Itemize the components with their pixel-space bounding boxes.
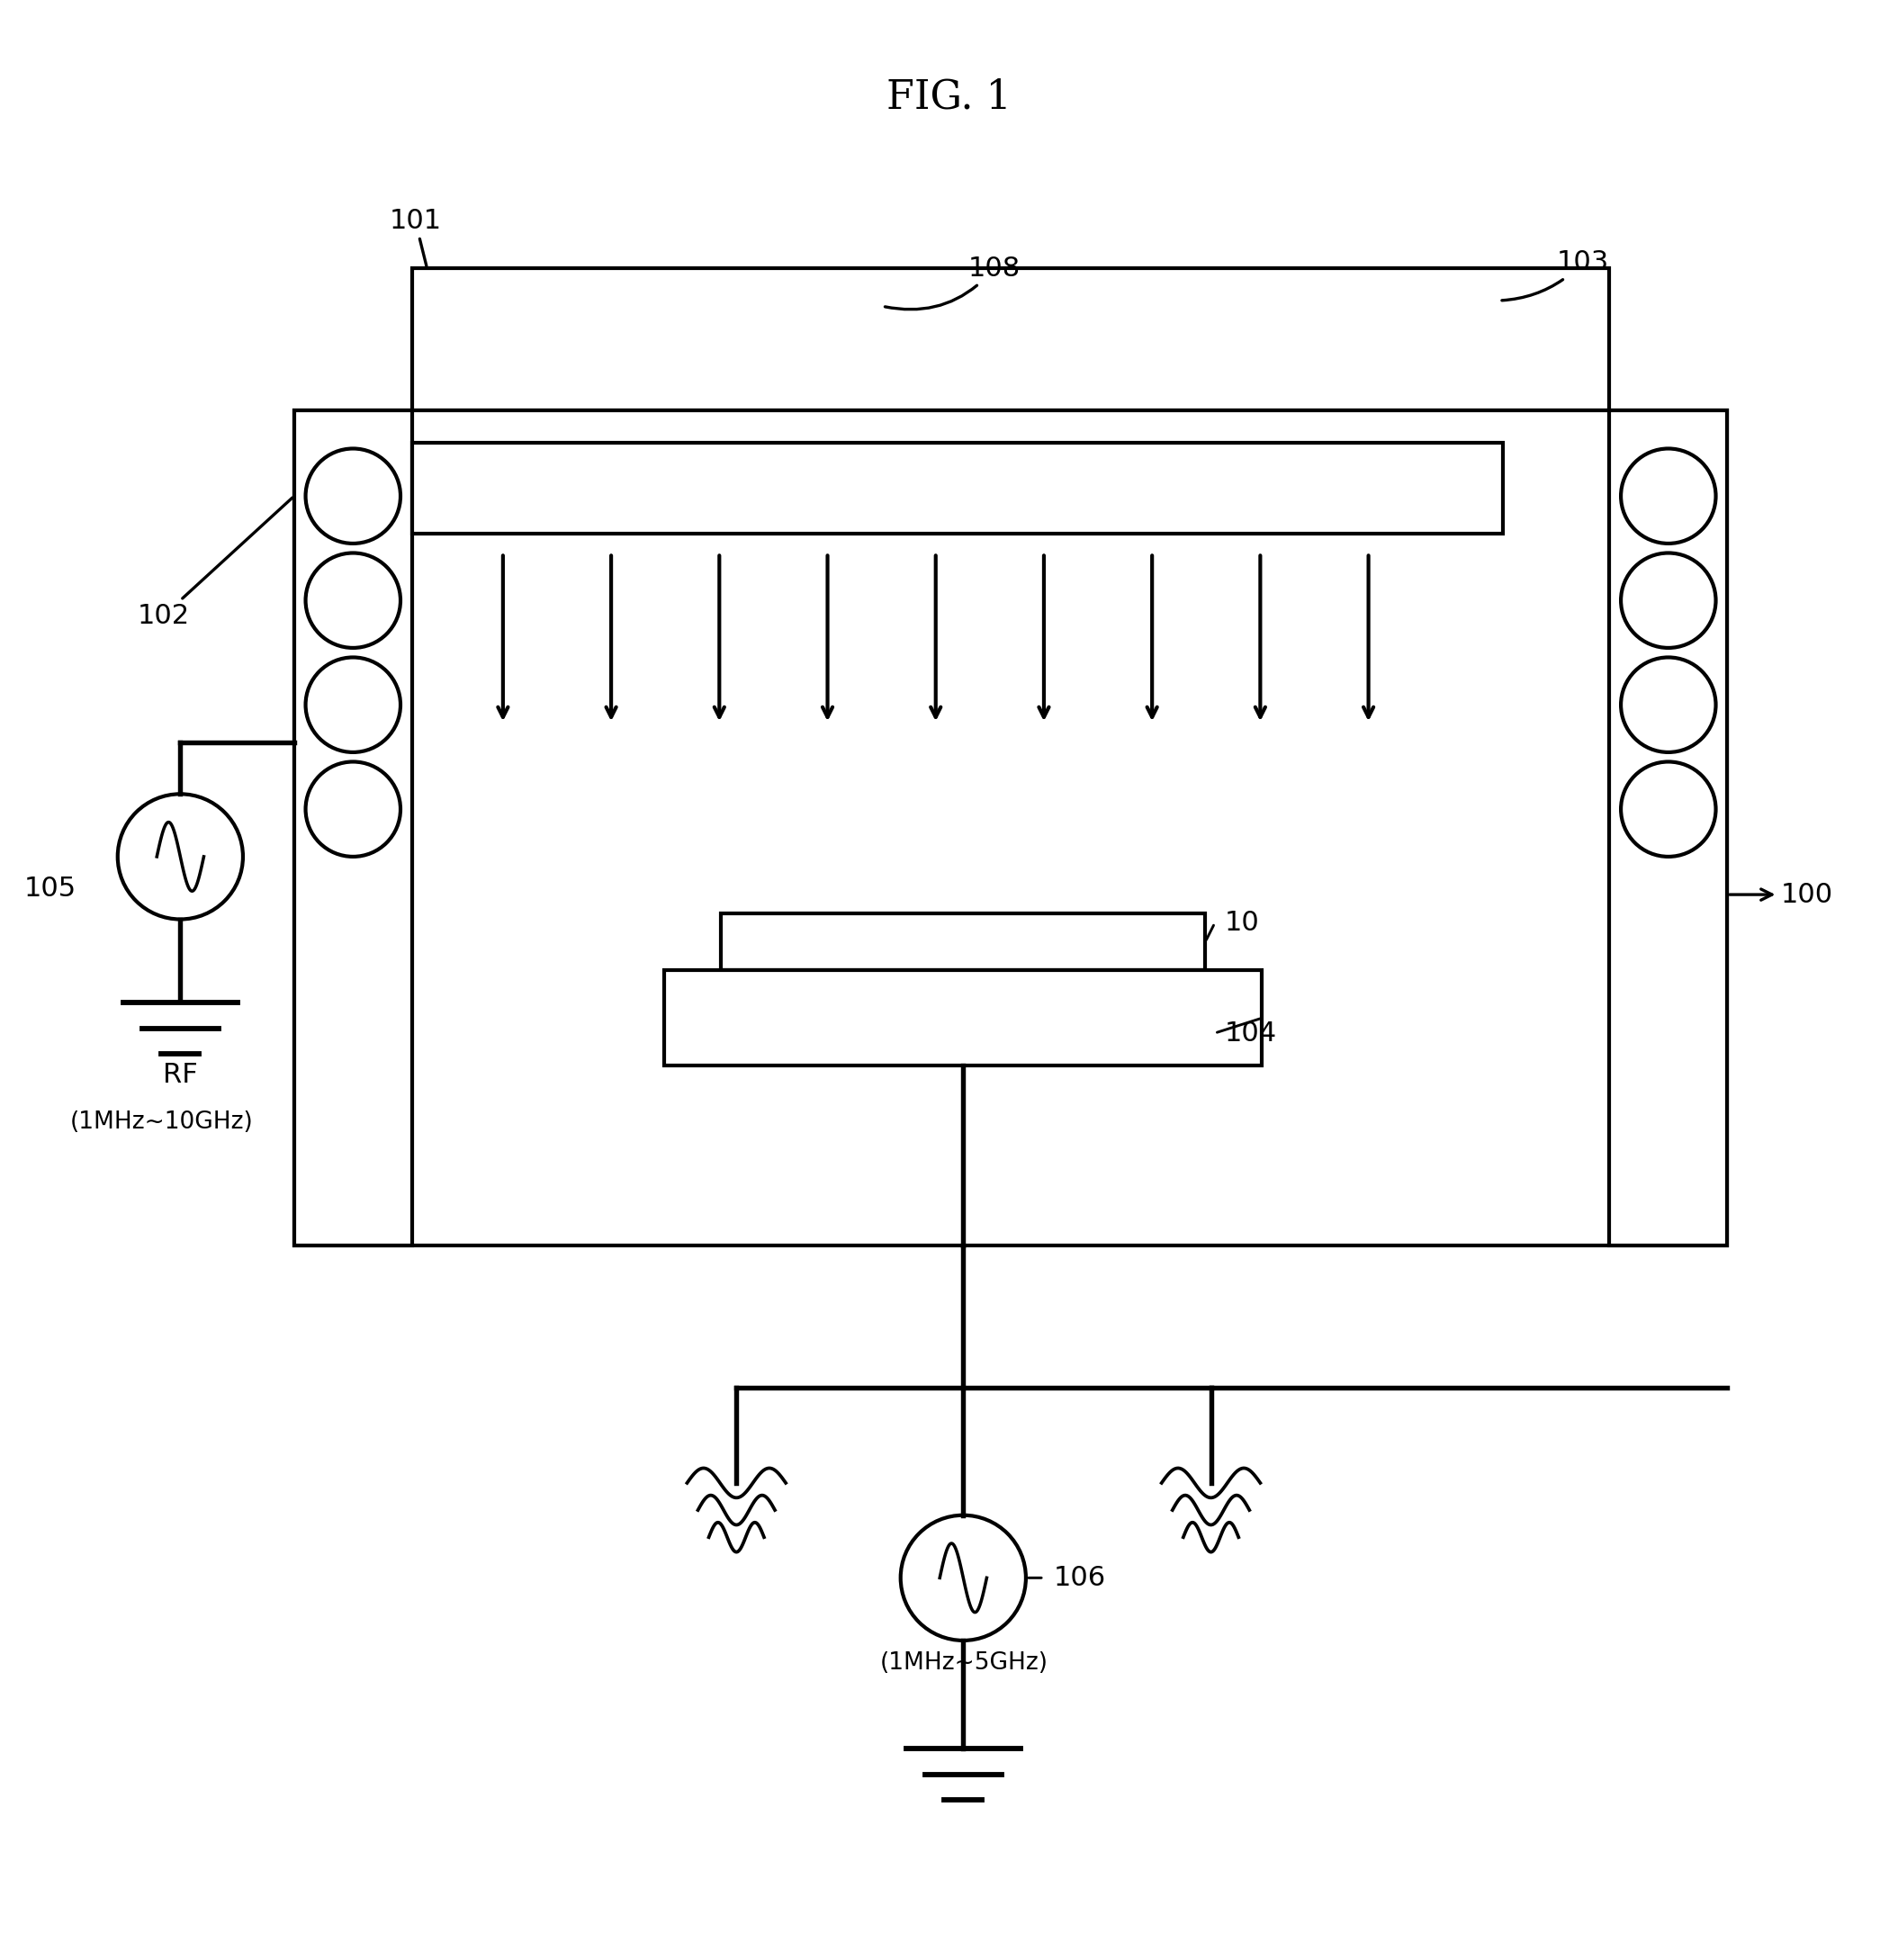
- Circle shape: [1621, 657, 1716, 753]
- Text: 102: 102: [137, 498, 292, 629]
- Text: 105: 105: [23, 876, 76, 902]
- Circle shape: [306, 762, 400, 857]
- Text: 10: 10: [1224, 909, 1258, 937]
- Text: (1MHz∼5GHz): (1MHz∼5GHz): [881, 1652, 1048, 1676]
- Text: 104: 104: [1224, 1019, 1277, 1047]
- Text: 103: 103: [1501, 249, 1610, 300]
- Circle shape: [1621, 449, 1716, 543]
- Circle shape: [118, 794, 243, 919]
- Polygon shape: [1610, 412, 1727, 1247]
- Circle shape: [900, 1515, 1025, 1641]
- Polygon shape: [412, 269, 1610, 412]
- Polygon shape: [721, 913, 1205, 970]
- Polygon shape: [664, 970, 1262, 1066]
- Circle shape: [306, 553, 400, 649]
- Polygon shape: [294, 412, 412, 1247]
- Circle shape: [1621, 553, 1716, 649]
- Text: FIG. 1: FIG. 1: [886, 78, 1012, 118]
- Circle shape: [1621, 762, 1716, 857]
- Text: RF: RF: [163, 1062, 197, 1088]
- Text: 108: 108: [884, 255, 1021, 310]
- Text: 106: 106: [1053, 1564, 1107, 1592]
- Circle shape: [306, 657, 400, 753]
- Text: 101: 101: [389, 208, 442, 267]
- Polygon shape: [294, 412, 1727, 1247]
- Text: 100: 100: [1729, 882, 1833, 907]
- Circle shape: [306, 449, 400, 543]
- Text: (1MHz∼10GHz): (1MHz∼10GHz): [70, 1111, 252, 1135]
- Polygon shape: [412, 443, 1503, 533]
